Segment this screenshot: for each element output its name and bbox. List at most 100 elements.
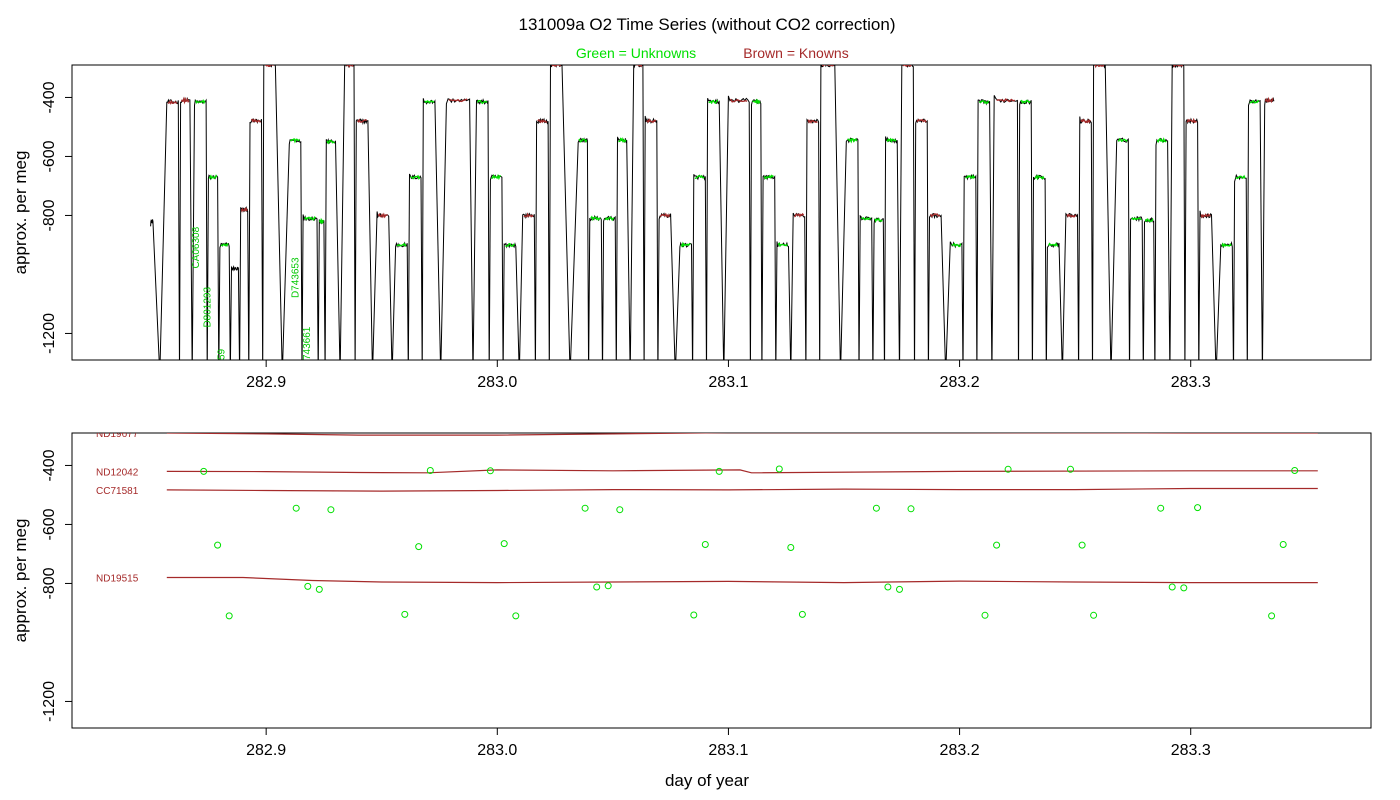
known-plateau — [1264, 96, 1274, 104]
unknown-point — [512, 612, 520, 620]
unknown-point — [304, 582, 312, 590]
known-plateau — [1186, 117, 1198, 124]
unknown-plateau — [680, 241, 691, 248]
y-tick-label: -400 — [41, 449, 58, 481]
known-series-line — [166, 469, 1318, 474]
unknown-plateau — [861, 216, 871, 221]
sample-annotation: D743653 — [291, 257, 302, 298]
unknown-plateau — [304, 216, 316, 221]
known-plateau — [807, 119, 818, 124]
unknown-point — [884, 583, 892, 591]
unknown-plateau — [1235, 174, 1246, 180]
known-plateau — [240, 207, 248, 213]
known-plateau — [659, 212, 671, 218]
unknown-plateau — [396, 242, 407, 247]
unknown-point — [1180, 584, 1188, 592]
legend-knowns: Brown = Knowns — [743, 45, 848, 61]
known-plateau — [167, 99, 178, 105]
unknown-point — [993, 541, 1001, 549]
unknown-plateau — [874, 217, 883, 223]
chart-title: 131009a O2 Time Series (without CO2 corr… — [518, 15, 895, 34]
x-tick-label: 283.0 — [477, 374, 517, 391]
y-tick-label: -600 — [41, 140, 58, 172]
known-plateau — [1066, 213, 1077, 218]
plot-frame — [71, 64, 1372, 361]
x-tick-label: 283.2 — [940, 742, 980, 759]
unknown-plateau — [618, 137, 627, 143]
unknown-point — [872, 504, 880, 512]
known-plateau — [551, 65, 562, 67]
unknown-point — [1268, 612, 1276, 620]
unknown-point — [426, 467, 434, 474]
unknown-plateau — [763, 174, 774, 180]
unknown-plateau — [424, 100, 435, 104]
unknown-point — [401, 610, 409, 618]
unknown-plateau — [1034, 174, 1045, 181]
unknown-point — [787, 544, 795, 551]
unknown-point — [701, 541, 709, 548]
x-tick-label: 283.2 — [940, 374, 980, 391]
unknown-point — [415, 543, 423, 551]
y-axis-label: approx. per meg — [11, 151, 30, 275]
unknown-plateau — [578, 138, 588, 144]
unknown-point — [1078, 541, 1086, 549]
bottom-panel: -400 -600 -800 -1200 approx. per meg 282.9 283… — [11, 432, 1372, 759]
unknown-plateau — [1117, 137, 1128, 143]
unknown-plateau — [590, 215, 601, 222]
unknown-point — [690, 611, 698, 619]
top-panel: -400 -600 -800 -1200 approx. per meg 282.9 283… — [11, 64, 1372, 391]
unknown-plateau — [1047, 242, 1059, 247]
x-tick-label: 283.3 — [1171, 742, 1211, 759]
unknown-point — [896, 585, 903, 593]
sample-annotation: 743661 — [302, 326, 313, 360]
known-plateau — [930, 213, 941, 218]
known-series-line — [166, 433, 1318, 436]
x-tick-label: 283.1 — [708, 374, 748, 391]
unknown-plateau — [694, 174, 705, 180]
y-tick-label: -800 — [41, 567, 58, 599]
unknown-point — [486, 467, 494, 475]
unknown-point — [981, 611, 989, 619]
y-tick-label: -800 — [41, 199, 58, 231]
unknown-point — [292, 504, 300, 512]
unknown-plateau — [1144, 218, 1154, 223]
unknown-plateau — [476, 99, 488, 105]
unknown-plateau — [604, 216, 615, 222]
known-plateau — [646, 118, 657, 124]
x-tick-label: 283.1 — [708, 742, 748, 759]
unknown-plateau — [220, 243, 229, 247]
unknown-plateau — [965, 174, 976, 180]
y-tick-label: -1200 — [41, 681, 58, 722]
sample-annotation: 59 — [217, 348, 228, 360]
y-tick-label: -400 — [41, 81, 58, 113]
unknown-point — [500, 540, 508, 548]
plot-frame — [71, 432, 1372, 729]
unknown-plateau — [319, 217, 324, 225]
known-plateau — [523, 212, 534, 218]
known-plateau — [822, 65, 834, 67]
unknown-plateau — [847, 137, 858, 144]
unknown-plateau — [1221, 242, 1232, 248]
unknown-plateau — [410, 174, 421, 180]
unknown-point — [907, 505, 915, 513]
known-plateau — [448, 98, 468, 103]
unknown-plateau — [1249, 99, 1260, 104]
unknown-plateau — [491, 173, 502, 181]
known-plateau — [996, 98, 1016, 103]
y-axis-label: approx. per meg — [11, 519, 30, 643]
plot-area: ND19677 ND12042 CC71581 ND19515 — [96, 433, 1318, 620]
known-plateau — [794, 212, 805, 218]
known-plateau — [537, 118, 548, 124]
known-series-line — [166, 487, 1318, 492]
known-series-label: ND12042 — [96, 467, 139, 478]
unknown-plateau — [951, 242, 962, 248]
unknown-plateau — [1020, 99, 1031, 104]
x-axis-label: day of year — [665, 771, 749, 790]
known-plateau — [902, 65, 913, 67]
known-plateau — [1200, 213, 1211, 219]
unknown-point — [1157, 504, 1165, 512]
known-plateau — [377, 212, 388, 219]
unknown-plateau — [505, 243, 516, 248]
unknown-plateau — [1131, 217, 1142, 221]
